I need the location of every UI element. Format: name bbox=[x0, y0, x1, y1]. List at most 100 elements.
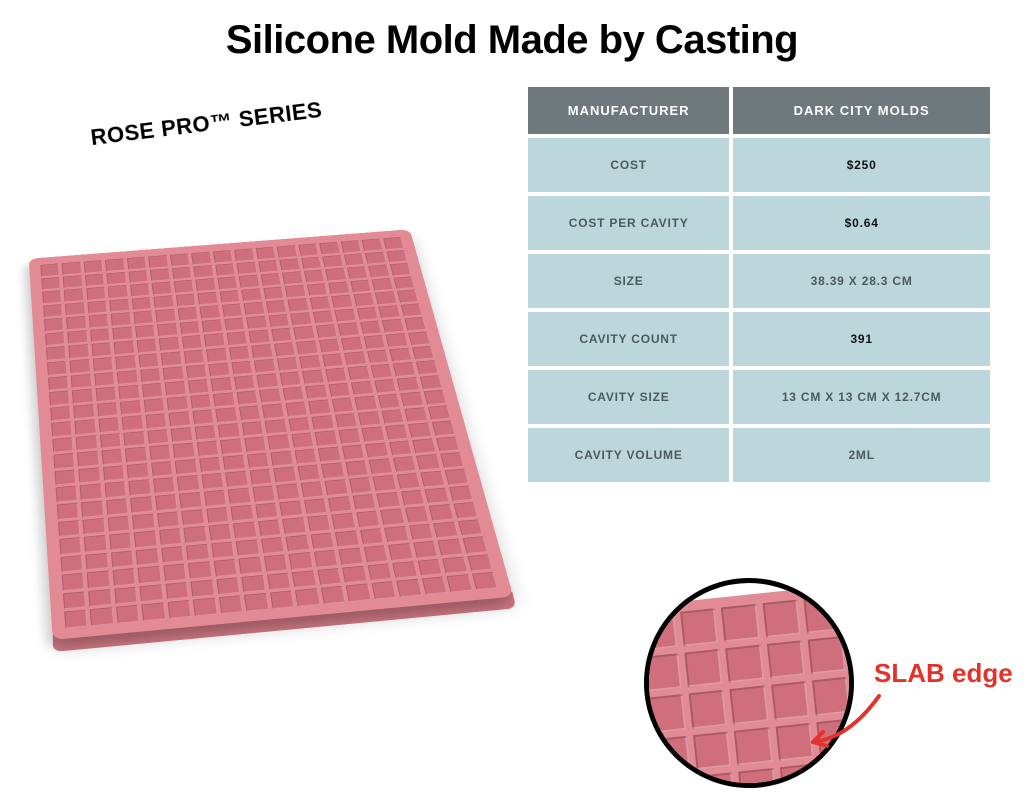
mold-cavity bbox=[411, 346, 434, 360]
mold-cavity bbox=[423, 390, 447, 405]
mold-cavity bbox=[353, 293, 375, 306]
mold-cavity bbox=[380, 508, 405, 525]
mold-cavity bbox=[312, 310, 334, 324]
spec-value: $0.64 bbox=[733, 196, 990, 250]
mold-cavity bbox=[343, 253, 364, 266]
mold-cavity bbox=[335, 413, 358, 428]
mold-cavity bbox=[188, 379, 210, 394]
mold-cavity bbox=[376, 492, 401, 509]
mold-cavity bbox=[252, 485, 276, 501]
detail-cavity bbox=[725, 645, 764, 684]
mold-cavity bbox=[363, 545, 388, 562]
mold-cavity bbox=[285, 285, 306, 298]
mold-cavity bbox=[163, 564, 187, 582]
detail-cavity bbox=[807, 636, 846, 675]
mold-cavity bbox=[429, 504, 454, 521]
mold-cavity bbox=[255, 247, 276, 260]
mold-cavity bbox=[213, 392, 235, 407]
mold-cavity bbox=[206, 348, 228, 362]
mold-cavity bbox=[74, 404, 96, 419]
mold-cavity bbox=[179, 492, 202, 509]
mold-cavity bbox=[285, 535, 309, 552]
mold-cavity bbox=[417, 559, 443, 577]
slab-edge-callout: SLAB edge bbox=[874, 658, 1013, 689]
mold-cavity bbox=[133, 311, 154, 325]
mold-cavity bbox=[436, 436, 460, 452]
mold-cavity bbox=[298, 243, 319, 256]
mold-cavity bbox=[94, 372, 115, 387]
mold-cavity bbox=[114, 586, 138, 604]
mold-cavity bbox=[129, 479, 152, 495]
mold-cavity bbox=[246, 316, 268, 330]
col-header-value: DARK CITY MOLDS bbox=[733, 87, 990, 134]
mold-cavity bbox=[93, 357, 114, 371]
mold-cavity bbox=[62, 262, 82, 275]
mold-cavity bbox=[177, 475, 200, 491]
mold-cavity bbox=[200, 305, 221, 319]
mold-cavity bbox=[91, 343, 112, 357]
mold-cavity bbox=[181, 509, 205, 526]
mold-cavity bbox=[448, 485, 473, 501]
mold-cavity bbox=[208, 362, 230, 376]
mold-cavity bbox=[224, 317, 246, 331]
mold-cavity bbox=[186, 544, 210, 561]
mold-cavity bbox=[167, 396, 189, 411]
mold-cavity bbox=[346, 584, 371, 602]
mold-cavity bbox=[114, 341, 135, 355]
mold-cavity bbox=[95, 387, 117, 402]
mold-cavity bbox=[367, 349, 390, 363]
mold-cavity bbox=[72, 389, 93, 404]
mold-cavity bbox=[290, 312, 312, 326]
mold-cavity bbox=[322, 353, 345, 367]
table-row: CAVITY COUNT391 bbox=[528, 312, 990, 366]
mold-cavity bbox=[211, 541, 235, 558]
mold-cavity bbox=[453, 502, 478, 519]
mold-cavity bbox=[43, 304, 63, 318]
mold-cavity bbox=[51, 421, 73, 436]
mold-cavity bbox=[165, 582, 189, 600]
mold-cavity bbox=[201, 473, 224, 489]
mold-cavity bbox=[396, 579, 422, 597]
mold-cavity bbox=[105, 258, 125, 271]
mold-cavity bbox=[47, 361, 68, 375]
mold-cavity bbox=[296, 340, 318, 354]
mold-cavity bbox=[279, 371, 301, 386]
spec-label: SIZE bbox=[528, 254, 729, 308]
mold-cavity bbox=[98, 417, 120, 432]
mold-cavity bbox=[192, 409, 214, 424]
mold-cavity bbox=[365, 442, 389, 458]
mold-cavity bbox=[59, 537, 82, 554]
detail-cavity bbox=[680, 608, 719, 647]
mold-cavity bbox=[231, 360, 253, 374]
mold-cavity bbox=[228, 488, 252, 504]
spec-label: COST bbox=[528, 138, 729, 192]
mold-cavity bbox=[233, 522, 257, 539]
mold-cavity bbox=[120, 400, 142, 415]
mold-cavity bbox=[319, 339, 341, 353]
mold-cavity bbox=[211, 377, 233, 392]
mold-cavity bbox=[208, 524, 232, 541]
mold-cavity bbox=[315, 431, 338, 447]
mold-cavity bbox=[157, 511, 180, 528]
mold-cavity bbox=[69, 344, 90, 358]
mold-cavity bbox=[347, 266, 369, 279]
mold-cavity bbox=[331, 295, 353, 308]
mold-cavity bbox=[305, 384, 328, 399]
mold-cavity bbox=[100, 433, 122, 449]
mold-cavity bbox=[41, 277, 61, 290]
mold-cavity bbox=[53, 453, 75, 469]
mold-cavity bbox=[56, 486, 78, 502]
spec-value: 2ML bbox=[733, 428, 990, 482]
mold-cavity bbox=[138, 566, 162, 584]
mold-cavity bbox=[421, 577, 447, 595]
mold-cavity bbox=[79, 467, 101, 483]
mold-cavity bbox=[40, 263, 60, 276]
mold-cavity bbox=[267, 572, 292, 590]
mold-cavity bbox=[223, 455, 246, 471]
mold-cavity bbox=[58, 520, 81, 537]
mold-cavity bbox=[216, 577, 241, 595]
detail-cavity bbox=[684, 649, 723, 688]
mold-cavity bbox=[289, 552, 314, 570]
mold-cavity bbox=[217, 276, 238, 289]
mold-cavity bbox=[191, 579, 215, 597]
